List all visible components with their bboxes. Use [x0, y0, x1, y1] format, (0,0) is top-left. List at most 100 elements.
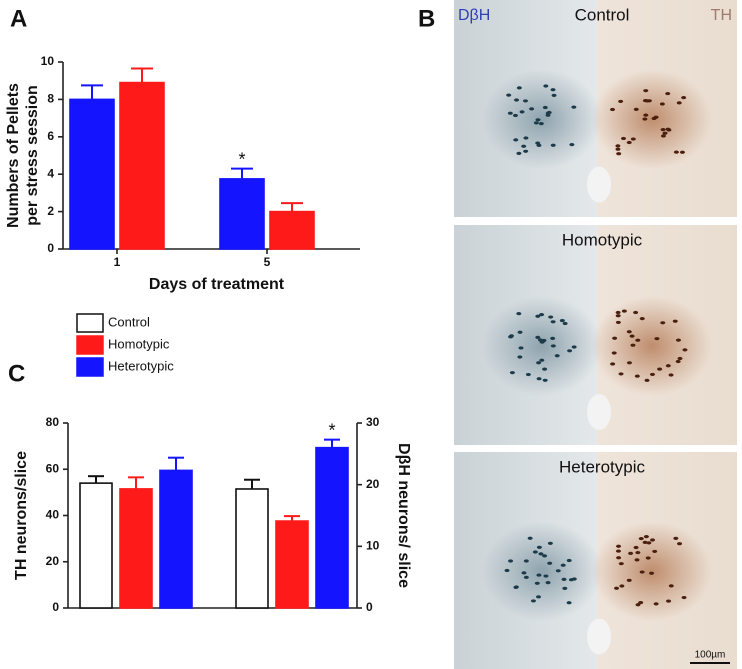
legend-label: Homotypic	[108, 336, 170, 351]
y-tick-label: 20	[46, 554, 60, 568]
neuron	[566, 558, 572, 563]
y-axis-label: TH neurons/slice	[13, 451, 30, 580]
neuron	[615, 549, 621, 553]
neuron	[639, 570, 645, 574]
neuron	[517, 330, 523, 334]
y-axis-label: Numbers of Pellets	[5, 83, 22, 228]
neuron	[676, 101, 682, 105]
neuron	[516, 312, 522, 316]
neuron	[518, 346, 524, 350]
bar	[119, 81, 165, 250]
neuron	[611, 351, 617, 355]
y2-tick-label: 10	[366, 539, 380, 553]
stain-blob	[482, 296, 602, 396]
y-tick-label: 2	[47, 204, 54, 218]
neuron	[519, 110, 525, 114]
neuron	[550, 336, 556, 340]
y-tick-label: 6	[47, 129, 54, 143]
neuron	[665, 364, 671, 368]
neuron	[629, 334, 635, 338]
neuron	[547, 541, 553, 545]
neuron	[668, 584, 674, 588]
neuron	[504, 568, 510, 573]
neuron	[646, 541, 652, 545]
neuron	[679, 150, 685, 154]
neuron	[550, 88, 556, 92]
neuron	[509, 371, 515, 375]
neuron	[665, 127, 671, 131]
neuron	[543, 574, 549, 578]
neuron	[527, 536, 533, 540]
neuron	[532, 550, 538, 554]
stain-blob	[482, 521, 602, 622]
neuron	[539, 358, 545, 362]
neuron	[618, 562, 624, 566]
panel-label: A	[10, 5, 27, 32]
neuron	[610, 107, 616, 112]
neuron	[639, 317, 645, 321]
neuron	[550, 344, 556, 348]
neuron	[535, 314, 541, 318]
legend-label: Control	[108, 314, 150, 329]
bar	[69, 98, 115, 250]
neuron	[513, 138, 519, 142]
neuron	[560, 563, 566, 567]
bar	[219, 178, 265, 250]
neuron	[562, 586, 568, 590]
neuron	[634, 374, 640, 378]
neuron	[612, 336, 618, 340]
neuron	[523, 575, 529, 579]
neuron	[516, 86, 522, 90]
neuron	[643, 113, 649, 117]
vessel	[587, 166, 611, 203]
neuron	[569, 142, 575, 147]
neuron	[650, 538, 656, 542]
bar	[235, 488, 269, 609]
neuron	[628, 551, 634, 556]
neuron	[538, 122, 544, 126]
neuron	[626, 361, 632, 365]
y2-tick-label: 20	[366, 477, 380, 491]
scale-bar-label: 100µm	[695, 650, 726, 661]
neuron	[615, 310, 621, 315]
neuron	[550, 143, 556, 147]
neuron	[618, 99, 624, 104]
neuron	[668, 373, 674, 377]
neuron	[673, 150, 679, 154]
bar	[275, 520, 309, 609]
neuron	[508, 559, 514, 563]
neuron	[555, 569, 561, 573]
bar	[269, 210, 315, 250]
neuron	[533, 121, 539, 125]
neuron	[630, 343, 636, 347]
neuron	[506, 93, 512, 97]
y-tick-label: 0	[52, 600, 59, 614]
neuron	[521, 144, 527, 148]
y2-tick-label: 30	[366, 415, 380, 429]
neuron	[653, 602, 659, 606]
neuron	[523, 136, 529, 140]
neuron	[615, 314, 621, 318]
neuron	[534, 581, 540, 585]
legend-label: Heterotypic	[108, 358, 174, 373]
y-tick-label: 10	[41, 54, 55, 68]
x-tick-label: 5	[264, 255, 271, 269]
neuron	[660, 128, 666, 132]
neuron	[677, 542, 683, 546]
y-tick-label: 80	[46, 415, 60, 429]
neuron	[522, 99, 528, 103]
y-tick-label: 0	[47, 241, 54, 255]
neuron	[535, 595, 541, 599]
neuron	[536, 361, 542, 365]
neuron	[616, 556, 622, 560]
neuron	[642, 540, 648, 544]
neuron	[616, 152, 622, 156]
bar	[315, 446, 349, 609]
neuron	[675, 338, 681, 342]
neuron	[539, 340, 545, 344]
neuron	[548, 315, 554, 319]
y2-axis-label: DβH neurons/ slice	[395, 443, 412, 588]
neuron	[615, 320, 621, 325]
